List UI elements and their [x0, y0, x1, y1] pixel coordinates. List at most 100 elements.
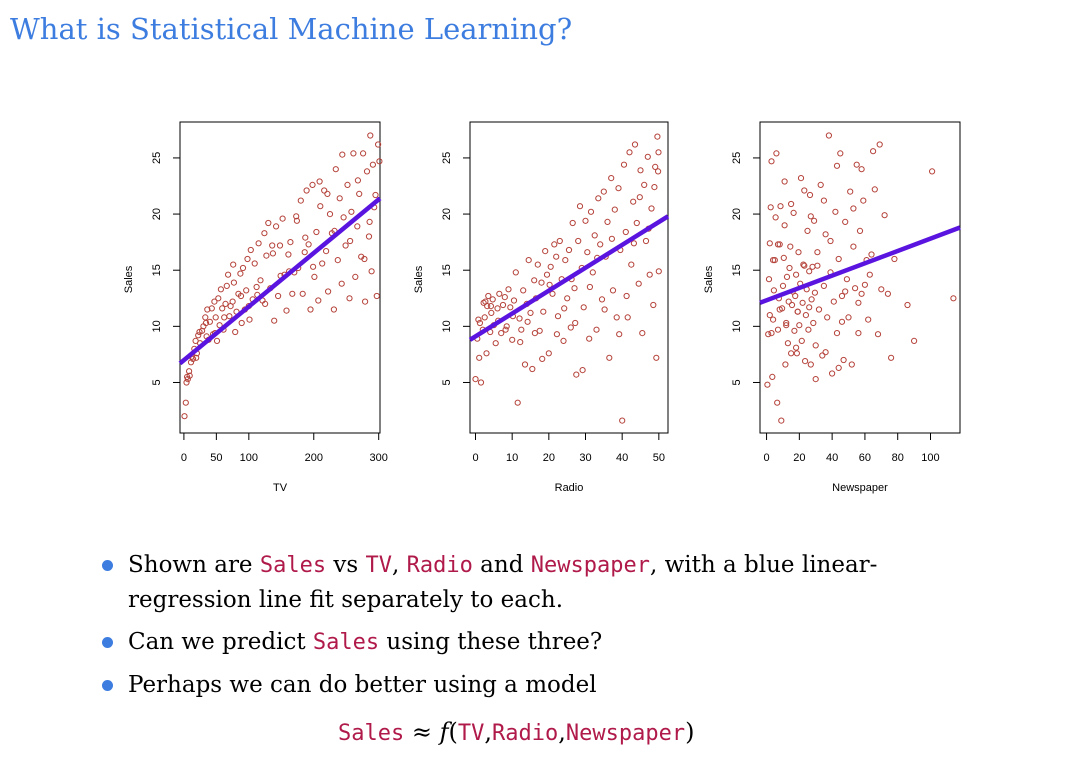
- data-point: [545, 350, 552, 357]
- data-point: [289, 290, 296, 297]
- data-point: [293, 217, 300, 224]
- data-point: [350, 150, 357, 157]
- data-point: [271, 317, 278, 324]
- data-point: [472, 376, 479, 383]
- data-point: [631, 141, 639, 148]
- x-tick-label: 300: [370, 452, 388, 464]
- data-point: [608, 235, 616, 242]
- data-point: [223, 282, 230, 289]
- data-point: [637, 167, 644, 174]
- x-axis-label: Newspaper: [832, 482, 888, 494]
- data-point: [786, 264, 793, 272]
- data-point: [186, 372, 193, 379]
- data-point: [589, 269, 596, 276]
- data-point: [186, 368, 193, 375]
- data-point: [520, 287, 527, 294]
- data-point: [891, 255, 898, 263]
- data-point: [539, 355, 546, 362]
- data-point: [226, 313, 233, 320]
- data-point: [654, 133, 661, 140]
- bullet-text: using these three?: [379, 629, 603, 655]
- data-point: [586, 335, 593, 342]
- data-point: [219, 305, 226, 312]
- data-point: [628, 261, 635, 268]
- bullet-item: Can we predict Sales using these three?: [100, 625, 1000, 660]
- data-point: [354, 223, 361, 230]
- data-point: [534, 261, 541, 268]
- data-point: [512, 269, 519, 276]
- data-point: [780, 254, 787, 261]
- x-tick-label: 60: [859, 452, 871, 464]
- data-point: [239, 264, 247, 272]
- data-point: [801, 187, 808, 194]
- data-point: [498, 330, 505, 337]
- data-point: [881, 212, 888, 219]
- formula-arg-newspaper: Newspaper: [565, 721, 686, 746]
- data-point: [299, 290, 306, 297]
- data-point: [766, 240, 773, 247]
- data-point: [232, 328, 239, 336]
- data-point: [531, 277, 538, 284]
- x-tick-label: 40: [616, 452, 628, 464]
- y-tick-label: 10: [731, 320, 743, 332]
- data-point: [598, 296, 606, 303]
- data-point: [543, 271, 551, 278]
- data-point: [505, 286, 512, 293]
- data-point: [285, 251, 292, 258]
- data-point: [202, 319, 210, 327]
- data-point: [181, 413, 188, 420]
- data-point: [516, 315, 523, 322]
- y-tick-label: 25: [151, 152, 163, 164]
- data-point: [521, 361, 529, 368]
- data-point: [229, 298, 236, 305]
- data-point: [784, 340, 792, 347]
- x-tick-label: 0: [763, 452, 769, 464]
- data-point: [811, 289, 819, 296]
- plot-frame: [469, 121, 669, 434]
- data-point: [850, 205, 857, 212]
- data-point: [202, 314, 209, 321]
- y-tick-label: 25: [441, 152, 453, 164]
- data-point: [475, 316, 482, 323]
- data-point: [770, 316, 777, 323]
- data-point: [262, 300, 269, 307]
- y-tick-label: 5: [731, 379, 743, 385]
- data-point: [483, 350, 490, 357]
- data-point: [806, 268, 813, 275]
- bullet-code-term: TV: [365, 553, 393, 578]
- data-point: [346, 295, 353, 302]
- data-point: [546, 281, 553, 288]
- data-point: [549, 290, 556, 297]
- data-point: [861, 281, 869, 288]
- data-point: [827, 237, 834, 245]
- data-point: [215, 295, 222, 302]
- data-point: [768, 158, 775, 165]
- data-point: [608, 175, 615, 182]
- data-point: [564, 295, 571, 302]
- scatter-plot-tv: 0 50 100 200 300 5 10 15 20 25 TV Sales: [123, 121, 388, 494]
- data-point: [213, 337, 221, 344]
- data-point: [781, 222, 788, 229]
- data-point: [246, 316, 253, 323]
- formula-close-paren: ): [685, 718, 695, 746]
- data-point: [492, 340, 499, 347]
- data-point: [807, 361, 814, 368]
- data-point: [584, 249, 591, 256]
- data-point: [509, 336, 516, 343]
- data-point: [774, 399, 781, 406]
- data-point: [269, 242, 276, 249]
- data-point: [802, 358, 809, 365]
- formula-arg-radio: Radio: [492, 721, 559, 746]
- data-point: [791, 327, 798, 334]
- data-point: [310, 263, 317, 270]
- data-point: [212, 314, 219, 321]
- data-point: [866, 271, 873, 278]
- data-point: [354, 177, 361, 184]
- data-point: [811, 217, 818, 224]
- data-point: [332, 166, 339, 173]
- data-point: [793, 344, 800, 351]
- data-point: [362, 298, 369, 305]
- y-tick-label: 20: [441, 208, 453, 220]
- data-point: [269, 250, 276, 257]
- data-point: [307, 306, 314, 313]
